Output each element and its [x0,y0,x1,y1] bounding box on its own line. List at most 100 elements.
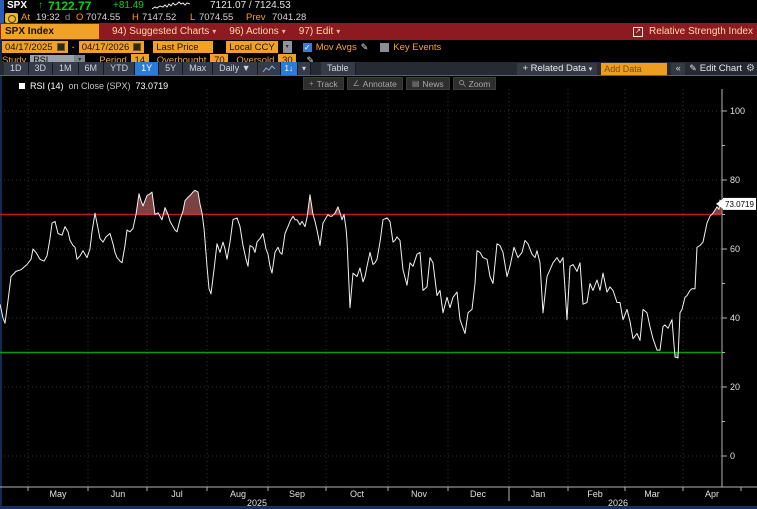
range-tab-max[interactable]: Max [183,62,214,75]
delay-flag: d [65,12,71,23]
mov-avgs-checkbox[interactable]: ✓ [302,42,312,52]
edit-pencil-icon[interactable]: ✎ [306,54,314,65]
svg-text:Jun: Jun [111,489,126,499]
chart-type-icon[interactable] [257,62,281,75]
window-accent-bar [0,0,4,23]
pencil-icon: ✎ [689,63,697,73]
series-name: RSI (14) [30,81,64,91]
range-tab-5y[interactable]: 5Y [159,62,184,75]
oversold-label: Oversold [236,54,275,66]
currency-mini-dropdown[interactable]: ▾ [282,41,292,53]
svg-text:Aug: Aug [230,489,246,499]
range-tab-1m[interactable]: 1M [53,62,79,75]
angle-pencil-icon: ∠ [352,79,360,88]
ticker-symbol: SPX [7,0,28,11]
svg-text:Dec: Dec [470,489,487,499]
expand-icon[interactable]: ↗ [633,26,644,37]
calendar-icon [133,43,142,51]
svg-text:May: May [49,489,67,499]
svg-text:2025: 2025 [247,498,267,508]
key-events-label: Key Events [393,41,442,53]
edit-pencil-icon[interactable]: ✎ [360,41,369,52]
chevron-down-icon: ▾ [74,54,86,66]
news-button[interactable]: ▤ News [405,77,450,90]
svg-text:Feb: Feb [587,489,603,499]
svg-text:Nov: Nov [411,489,428,499]
last-price: 7122.77 [48,0,92,13]
study-label: Study [2,54,27,66]
range-tab-1y[interactable]: 1Y [135,62,160,75]
window-left-edge [0,23,2,506]
panel-focus-line [0,75,757,76]
svg-text:80: 80 [730,175,740,185]
chart-settings-row: 04/17/2025 - 04/17/2026 Last Price Local… [0,40,757,54]
series-legend[interactable]: RSI (14) on Close (SPX) 73.0719 [19,81,168,91]
study-select[interactable]: RSI ▾ [30,54,86,66]
panel-layout-icon[interactable]: 1↓ [280,62,298,75]
prev-value: 7041.28 [272,12,307,23]
rsi-chart[interactable]: 0 20 40 60 80 100 May Jun Jul Aug Sep Oct Nov Dec Jan F… [0,76,757,509]
track-button[interactable]: + Track [303,77,344,90]
price-sparkline [152,1,190,10]
security-field[interactable]: SPX Index [1,24,99,39]
chevron-down-icon: ▾ [212,27,217,36]
series-detail: on Close (SPX) [68,81,131,91]
chevron-down-icon: ▾ [281,27,286,36]
zoom-button[interactable]: Zoom [452,77,497,90]
menu-actions[interactable]: 96) Actions ▾ [229,26,286,37]
svg-text:Jan: Jan [531,489,546,499]
svg-text:Sep: Sep [289,489,305,499]
open-label: O [76,12,84,23]
overbought-label: Overbought [156,54,207,66]
quote-bar: SPX ↑ 7122.77 +81.49 7121.07 / 7124.53 A… [0,0,757,23]
svg-text:100: 100 [730,106,745,116]
menu-edit[interactable]: 97) Edit ▾ [298,26,341,37]
high-label: H [132,12,139,23]
range-tab-1d[interactable]: 1D [4,62,29,75]
news-icon: ▤ [411,79,420,88]
svg-text:60: 60 [730,244,740,254]
table-button[interactable]: Table [321,62,356,75]
prev-label: Prev [246,12,266,23]
at-label: At [21,12,30,23]
svg-text:0: 0 [730,451,735,461]
add-data-input[interactable] [601,62,668,75]
gear-icon[interactable]: ⚙ [746,62,755,74]
range-toolbar: 1D 3D 1M 6M YTD 1Y 5Y Max Daily ▼ 1↓ ▾ T… [0,62,757,75]
price-change: +81.49 [113,0,144,11]
date-from-field[interactable]: 04/17/2025 [2,41,68,53]
currency-select[interactable]: Local CCY [226,41,278,53]
delayed-clock-icon[interactable] [5,13,18,23]
low-label: L [190,12,196,23]
chart-hover-toolbar: + Track ∠ Annotate ▤ News Zoom [303,77,497,90]
frequency-select[interactable]: Daily ▼ [213,62,258,75]
up-arrow-icon: ↑ [38,0,43,11]
svg-text:20: 20 [730,382,740,392]
chevron-down-icon[interactable]: ▾ [297,62,311,75]
function-title: Relative Strength Index [649,26,753,37]
collapse-chevrons-icon[interactable]: « [671,62,686,75]
price-field-select[interactable]: Last Price [153,41,214,53]
menu-bar: SPX Index 94) Suggested Charts ▾ 96) Acti… [0,23,757,40]
range-tab-3d[interactable]: 3D [28,62,54,75]
low-value: 7074.55 [199,12,234,23]
mov-avgs-label: Mov Avgs [315,41,357,53]
range-tab-6m[interactable]: 6M [78,62,105,75]
related-data-button[interactable]: + Related Data ▾ [517,62,598,75]
svg-text:40: 40 [730,313,740,323]
open-value: 7074.55 [86,12,121,23]
window-bottom-edge [0,506,757,509]
edit-chart-button[interactable]: ✎ Edit Chart [689,63,743,74]
range-tab-ytd[interactable]: YTD [104,62,136,75]
series-last-value: 73.0719 [135,81,169,91]
magnifier-icon [458,80,466,87]
key-events-checkbox[interactable] [380,42,390,52]
chevron-down-icon: ▾ [336,27,341,36]
svg-text:2026: 2026 [608,498,628,508]
svg-text:Apr: Apr [705,489,719,499]
date-to-field[interactable]: 04/17/2026 [78,41,145,53]
date-range-dash: - [71,41,75,53]
annotate-button[interactable]: ∠ Annotate [346,77,403,90]
menu-suggested-charts[interactable]: 94) Suggested Charts ▾ [112,26,217,37]
calendar-icon [56,43,65,51]
